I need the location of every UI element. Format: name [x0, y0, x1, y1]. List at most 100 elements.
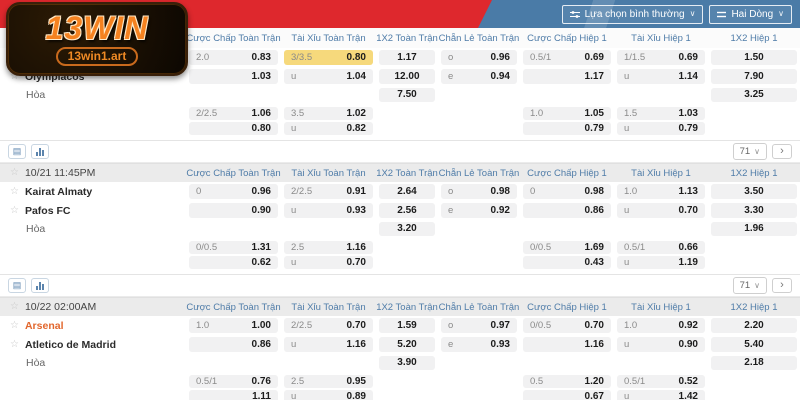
odds-cell[interactable]: 2/2.5 0.91 — [284, 184, 373, 199]
odds-cell[interactable]: 3.25 — [711, 87, 797, 102]
odds-cell[interactable]: 0/0.5 1.69 — [523, 241, 611, 254]
handicap-value: 0 — [196, 186, 202, 197]
odds-cell[interactable]: 1.96 — [711, 221, 797, 236]
odds-cell[interactable]: u 1.16 — [284, 337, 373, 352]
odds-cell[interactable]: 12.00 — [379, 69, 435, 84]
odds-cell[interactable]: 7.50 — [379, 87, 435, 102]
two-lines-dropdown[interactable]: Hai Dòng ∨ — [709, 4, 792, 24]
odds-cell[interactable]: 2.64 — [379, 184, 435, 199]
handicap-value: u — [624, 339, 630, 350]
odds-cell[interactable]: 0.86 — [189, 337, 278, 352]
odds-cell[interactable]: 0/0.5 1.31 — [189, 241, 278, 254]
odds-cell[interactable]: 1.0 1.00 — [189, 318, 278, 333]
odds-cell[interactable]: 2/2.5 0.70 — [284, 318, 373, 333]
favorite-star-icon[interactable]: ☆ — [10, 319, 19, 331]
odds-cell[interactable]: 1.50 — [711, 50, 797, 65]
odds-cell[interactable]: 0.79 — [523, 122, 611, 135]
odds-cell[interactable]: 0.5/1 0.69 — [523, 50, 611, 65]
odds-row: 2/2.5 1.06 3.5 1.02 1.0 1.05 1.5 1.03 — [0, 106, 800, 121]
odds-cell[interactable]: 2.5 0.95 — [284, 375, 373, 388]
odds-cell[interactable]: 1/1.5 0.69 — [617, 50, 705, 65]
odds-cell[interactable]: 0.5/1 0.52 — [617, 375, 705, 388]
odds-cell[interactable]: u 1.14 — [617, 69, 705, 84]
odds-cell[interactable]: 1.16 — [523, 337, 611, 352]
odds-cell[interactable]: 3.5 1.02 — [284, 107, 373, 120]
odds-cell[interactable]: 1.17 — [379, 50, 435, 65]
odds-cell[interactable]: 0.5/1 0.76 — [189, 375, 278, 388]
odds-cell[interactable]: 0.67 — [523, 390, 611, 400]
odds-cell[interactable]: 2.20 — [711, 318, 797, 333]
odds-cell[interactable]: u 0.79 — [617, 122, 705, 135]
odds-cell[interactable]: u 0.90 — [617, 337, 705, 352]
odds-cell[interactable]: 0.5/1 0.66 — [617, 241, 705, 254]
odds-cell[interactable]: 2/2.5 1.06 — [189, 107, 278, 120]
market-count-select[interactable]: 71 ∨ — [732, 143, 767, 160]
odds-cell[interactable]: 1.0 1.05 — [523, 107, 611, 120]
odds-cell[interactable]: 1.03 — [189, 69, 278, 84]
odds-cell[interactable]: 3.90 — [379, 355, 435, 370]
odds-cell[interactable]: u 0.89 — [284, 390, 373, 400]
next-page-button[interactable]: › — [772, 278, 792, 293]
odds-cell[interactable]: u 1.19 — [617, 256, 705, 269]
statistics-button[interactable] — [31, 144, 49, 159]
odds-cell[interactable]: 0 0.96 — [189, 184, 278, 199]
next-page-button[interactable]: › — [772, 144, 792, 159]
favorite-star-icon[interactable]: ☆ — [10, 204, 19, 216]
odds-cell[interactable]: e 0.93 — [441, 337, 517, 352]
chevron-down-icon: ∨ — [754, 280, 760, 290]
odds-cell[interactable]: 1.5 1.03 — [617, 107, 705, 120]
odds-cell[interactable]: o 0.97 — [441, 318, 517, 333]
odds-cell[interactable]: 3.50 — [711, 184, 797, 199]
favorite-star-icon[interactable]: ☆ — [10, 185, 19, 197]
odds-cell[interactable]: 2.5 1.16 — [284, 241, 373, 254]
odds-cell[interactable]: 2.0 0.83 — [189, 50, 278, 65]
odds-cell[interactable]: e 0.92 — [441, 203, 517, 218]
odds-cell[interactable]: 0.62 — [189, 256, 278, 269]
odds-cell[interactable]: 1.11 — [189, 390, 278, 400]
table-view-button[interactable]: ▤ — [8, 278, 26, 293]
odds-cell[interactable]: e 0.94 — [441, 69, 517, 84]
odds-cell[interactable]: 0.80 — [189, 122, 278, 135]
odds-cell[interactable]: 0/0.5 0.70 — [523, 318, 611, 333]
odds-cell[interactable]: 0.43 — [523, 256, 611, 269]
odds-cell[interactable]: 5.20 — [379, 337, 435, 352]
team-label-cell: ☆ Arsenal — [0, 316, 186, 335]
favorite-star-icon[interactable]: ☆ — [10, 70, 19, 82]
odds-cell[interactable]: 1.0 1.13 — [617, 184, 705, 199]
odds-cell[interactable]: u 1.04 — [284, 69, 373, 84]
odds-cell[interactable]: 5.40 — [711, 337, 797, 352]
odds-cell[interactable]: o 0.98 — [441, 184, 517, 199]
odds-cell[interactable]: 0 0.98 — [523, 184, 611, 199]
odds-cell[interactable]: u 1.42 — [617, 390, 705, 400]
team-label-cell — [0, 106, 186, 121]
odds-cell[interactable]: 0.86 — [523, 203, 611, 218]
odds-cell[interactable]: 3/3.5 0.80 — [284, 50, 373, 65]
odds-cell[interactable]: 0.90 — [189, 203, 278, 218]
favorite-star-icon[interactable]: ☆ — [10, 167, 19, 178]
odds-cell[interactable]: 0.5 1.20 — [523, 375, 611, 388]
match-time: 10/21 11:45PM — [24, 167, 96, 179]
odds-cell[interactable]: 7.90 — [711, 69, 797, 84]
odds-cell[interactable]: 1.59 — [379, 318, 435, 333]
market-count-select[interactable]: 71 ∨ — [732, 277, 767, 294]
normal-selection-dropdown[interactable]: Lựa chọn bình thường ∨ — [561, 4, 704, 24]
table-view-button[interactable]: ▤ — [8, 144, 26, 159]
odds-cell[interactable]: u 0.93 — [284, 203, 373, 218]
odds-cell[interactable]: 2.56 — [379, 203, 435, 218]
site-logo[interactable]: 13WIN 13win1.art — [6, 2, 188, 76]
odds-cell[interactable]: 3.30 — [711, 203, 797, 218]
odds-cell[interactable]: 1.17 — [523, 69, 611, 84]
odds-cell[interactable]: o 0.96 — [441, 50, 517, 65]
market-count-value: 71 — [739, 146, 751, 157]
odds-cell[interactable]: 1.0 0.92 — [617, 318, 705, 333]
odds-cell[interactable]: u 0.70 — [617, 203, 705, 218]
odds-cell[interactable]: 2.18 — [711, 355, 797, 370]
odds-cell[interactable]: u 0.82 — [284, 122, 373, 135]
odds-value: 1.06 — [251, 108, 271, 119]
favorite-star-icon[interactable]: ☆ — [10, 301, 19, 312]
odds-cell[interactable]: u 0.70 — [284, 256, 373, 269]
statistics-button[interactable] — [31, 278, 49, 293]
favorite-star-icon[interactable]: ☆ — [10, 338, 19, 350]
odds-cell[interactable]: 3.20 — [379, 221, 435, 236]
team-name: Pafos FC — [24, 204, 71, 217]
